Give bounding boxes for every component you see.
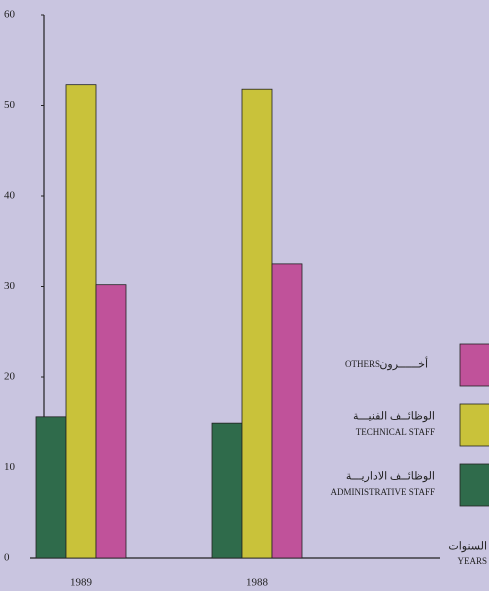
legend-label-ar: الوظائــف الفنيـــة [353, 411, 435, 423]
y-tick-label: 60 [4, 9, 16, 21]
y-tick-label: 10 [4, 461, 16, 473]
y-tick-label: 30 [4, 280, 16, 292]
legend-label: TECHNICAL STAFF [356, 427, 435, 437]
legend-label: OTHERS [345, 359, 380, 369]
x-tick-label: 1989 [70, 577, 93, 589]
legend-swatch [459, 343, 489, 387]
bar [65, 84, 97, 559]
y-tick-label: 0 [4, 552, 10, 564]
bar [211, 422, 243, 559]
bar [35, 416, 67, 559]
legend-label: ADMINISTRATIVE STAFF [330, 487, 435, 497]
bar [95, 284, 127, 559]
legend-label-ar: أخــــــرون [379, 357, 428, 371]
legend-swatch [459, 463, 489, 507]
y-tick-label: 50 [4, 99, 16, 111]
bar [241, 88, 273, 559]
legend-swatch [459, 403, 489, 447]
x-axis-label-ar: السنوات [448, 541, 487, 553]
legend-label-ar: الوظائــف الاداريـــة [346, 471, 435, 483]
y-tick-label: 40 [4, 190, 16, 202]
x-axis-label: YEARS [457, 556, 487, 566]
y-tick-label: 20 [4, 371, 16, 383]
x-tick-label: 1988 [246, 577, 269, 589]
bar [271, 263, 303, 559]
